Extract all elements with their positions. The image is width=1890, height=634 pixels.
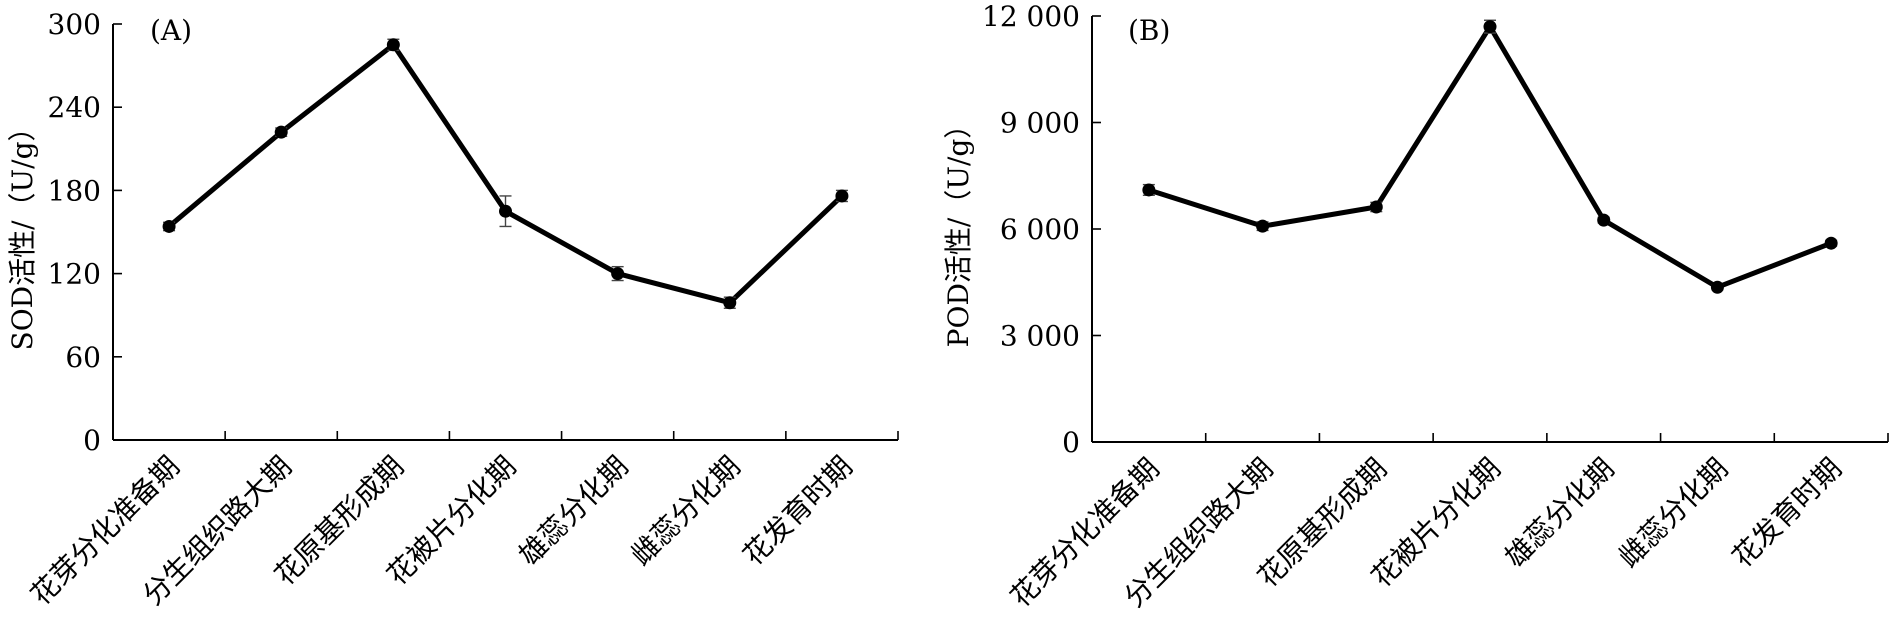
series-line-a xyxy=(166,42,845,306)
data-point-a xyxy=(723,296,737,310)
y-tick-label-b: 0 xyxy=(1062,426,1080,459)
y-tick-label-b: 6 000 xyxy=(1000,213,1080,246)
x-tick-label-a: 花发育时期 xyxy=(737,450,859,572)
data-point-b xyxy=(1710,280,1724,294)
data-point-b xyxy=(1824,236,1838,250)
y-tick-label-a: 120 xyxy=(48,258,101,291)
panel-b-label: (B) xyxy=(1128,14,1170,47)
data-point-b xyxy=(1369,200,1383,214)
y-tick-label-a: 300 xyxy=(48,8,101,41)
data-point-a xyxy=(162,219,176,233)
y-axis-title-b: POD活性/（U/g） xyxy=(942,111,975,348)
data-point-a xyxy=(274,125,288,139)
series-line-b xyxy=(1146,24,1834,290)
x-tick-label-b: 雄蕊分化期 xyxy=(1498,452,1620,574)
y-tick-label-a: 0 xyxy=(83,424,101,457)
x-tick-label-b: 花发育时期 xyxy=(1726,452,1848,574)
data-point-a xyxy=(499,204,512,218)
data-point-b xyxy=(1597,213,1611,227)
data-point-a xyxy=(611,267,625,281)
y-tick-label-b: 3 000 xyxy=(1000,320,1080,353)
y-tick-label-b: 9 000 xyxy=(1000,107,1080,140)
panel-a-label: (A) xyxy=(150,14,192,47)
data-point-b xyxy=(1142,183,1156,197)
x-tick-label-a: 雄蕊分化期 xyxy=(512,450,634,572)
y-axis-title-a: SOD活性/（U/g） xyxy=(6,114,39,351)
y-tick-label-a: 240 xyxy=(48,91,101,124)
y-tick-label-a: 60 xyxy=(65,341,101,374)
data-point-b xyxy=(1483,20,1497,34)
y-tick-label-a: 180 xyxy=(48,174,101,207)
x-tick-label-a: 雌蕊分化期 xyxy=(624,450,746,572)
data-point-a xyxy=(835,189,849,203)
data-point-a xyxy=(386,38,400,52)
x-tick-label-b: 雌蕊分化期 xyxy=(1612,452,1734,574)
y-tick-label-b: 12 000 xyxy=(982,0,1080,33)
data-point-b xyxy=(1256,219,1270,233)
panel-a-sod-chart: (A) 060120180240300花芽分化准备期分生组织路大期花原基形成期花… xyxy=(6,8,899,612)
